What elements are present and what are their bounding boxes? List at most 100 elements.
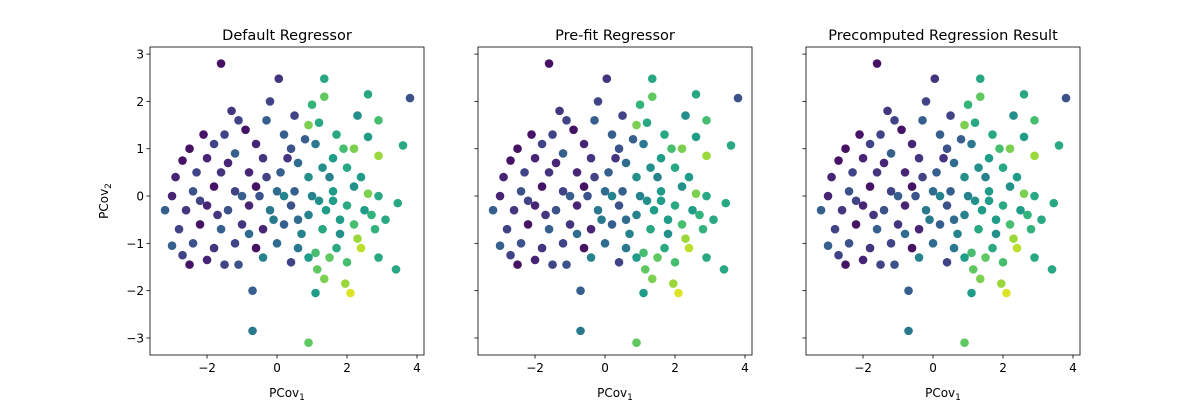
scatter-point — [230, 149, 240, 158]
scatter-point — [702, 253, 711, 262]
scatter-point — [691, 189, 701, 198]
y-tick-label: 2 — [136, 95, 144, 109]
scatter-point — [998, 201, 1008, 210]
subplot-2: −2 0 2 4 Pre-fit Regressor PCov1 — [474, 28, 753, 403]
scatter-point — [607, 191, 617, 201]
scatter-point — [258, 253, 268, 262]
scatter-point — [816, 205, 826, 215]
scatter-point — [272, 239, 282, 248]
x-tick-label: 2 — [999, 361, 1007, 375]
scatter-point — [1047, 265, 1057, 274]
scatter-point — [262, 172, 271, 182]
scatter-point — [544, 224, 554, 234]
scatter-point — [234, 260, 243, 269]
scatter-point — [614, 144, 624, 154]
scatter-point — [342, 163, 352, 172]
scatter-point — [921, 97, 931, 106]
scatter-point — [721, 198, 731, 208]
scatter-point — [865, 243, 875, 253]
scatter-point — [656, 187, 666, 196]
scatter-point — [251, 243, 261, 253]
scatter-point — [370, 224, 380, 234]
scatter-point — [286, 257, 296, 267]
scatter-point — [974, 163, 983, 172]
scatter-point — [635, 100, 645, 110]
scatter-point — [590, 172, 599, 182]
scatter-point — [1026, 224, 1036, 234]
scatter-point — [579, 243, 589, 253]
scatter-point — [569, 125, 578, 135]
scatter-point — [930, 74, 940, 83]
scatter-point — [513, 144, 522, 154]
axes-frame — [149, 46, 425, 356]
scatter-point — [213, 210, 222, 220]
x-axis-label-subscript: 1 — [299, 393, 305, 400]
scatter-point — [907, 139, 917, 149]
scatter-point — [858, 153, 868, 163]
scatter-point — [1005, 182, 1015, 191]
scatter-point — [935, 220, 945, 229]
scatter-point — [258, 224, 268, 234]
scatter-point — [663, 229, 673, 239]
scatter-point — [300, 134, 310, 144]
scatter-point — [583, 191, 592, 201]
scatter-point — [914, 253, 924, 262]
scatter-point — [188, 239, 198, 248]
scatter-point — [942, 201, 952, 210]
y-tick-label: 0 — [136, 190, 144, 204]
scatter-point — [562, 116, 571, 125]
scatter-point — [325, 172, 334, 182]
x-tick-label: 2 — [343, 361, 351, 375]
scatter-point — [381, 215, 390, 224]
scatter-point — [262, 116, 271, 125]
scatter-point — [593, 97, 603, 106]
scatter-point — [925, 215, 934, 224]
scatter-point — [876, 130, 885, 139]
scatter-point — [928, 239, 938, 248]
scatter-point — [290, 187, 299, 196]
scatter-point — [981, 253, 990, 262]
scatter-point — [872, 224, 882, 234]
scatter-point — [360, 205, 369, 215]
scatter-point — [374, 253, 383, 262]
scatter-point — [618, 111, 627, 120]
scatter-point — [185, 144, 194, 154]
scatter-point — [363, 132, 373, 142]
scatter-point — [893, 191, 903, 201]
scatter-point — [968, 265, 978, 274]
scatter-point — [996, 279, 1006, 288]
x-tick-label: 0 — [601, 361, 609, 375]
scatter-point — [223, 205, 233, 215]
scatter-point — [304, 172, 313, 182]
scatter-point — [879, 205, 889, 215]
scatter-point — [963, 100, 973, 110]
scatter-point — [286, 144, 296, 154]
scatter-point — [506, 156, 515, 165]
scatter-point — [311, 288, 320, 298]
scatter-point — [551, 205, 561, 215]
scatter-point — [530, 255, 540, 265]
scatter-point — [632, 338, 641, 347]
scatter-point — [1009, 111, 1018, 120]
scatter-point — [167, 241, 177, 251]
scatter-point — [527, 130, 536, 139]
scatter-point — [876, 260, 885, 269]
scatter-point — [342, 257, 352, 267]
scatter-point — [900, 201, 910, 210]
scatter-point — [279, 191, 289, 201]
scatter-point — [900, 229, 910, 239]
scatter-point — [349, 144, 359, 154]
scatter-point — [942, 257, 952, 267]
axes-frame — [477, 46, 753, 356]
scatter-point — [286, 201, 296, 210]
scatter-point — [674, 288, 683, 298]
scatter-point — [844, 187, 854, 196]
scatter-point — [670, 201, 680, 210]
scatter-point — [506, 250, 515, 260]
scatter-point — [202, 153, 212, 163]
scatter-point — [1002, 288, 1011, 298]
scatter-point — [956, 134, 966, 144]
scatter-point — [293, 215, 303, 224]
scatter-point — [960, 253, 969, 262]
